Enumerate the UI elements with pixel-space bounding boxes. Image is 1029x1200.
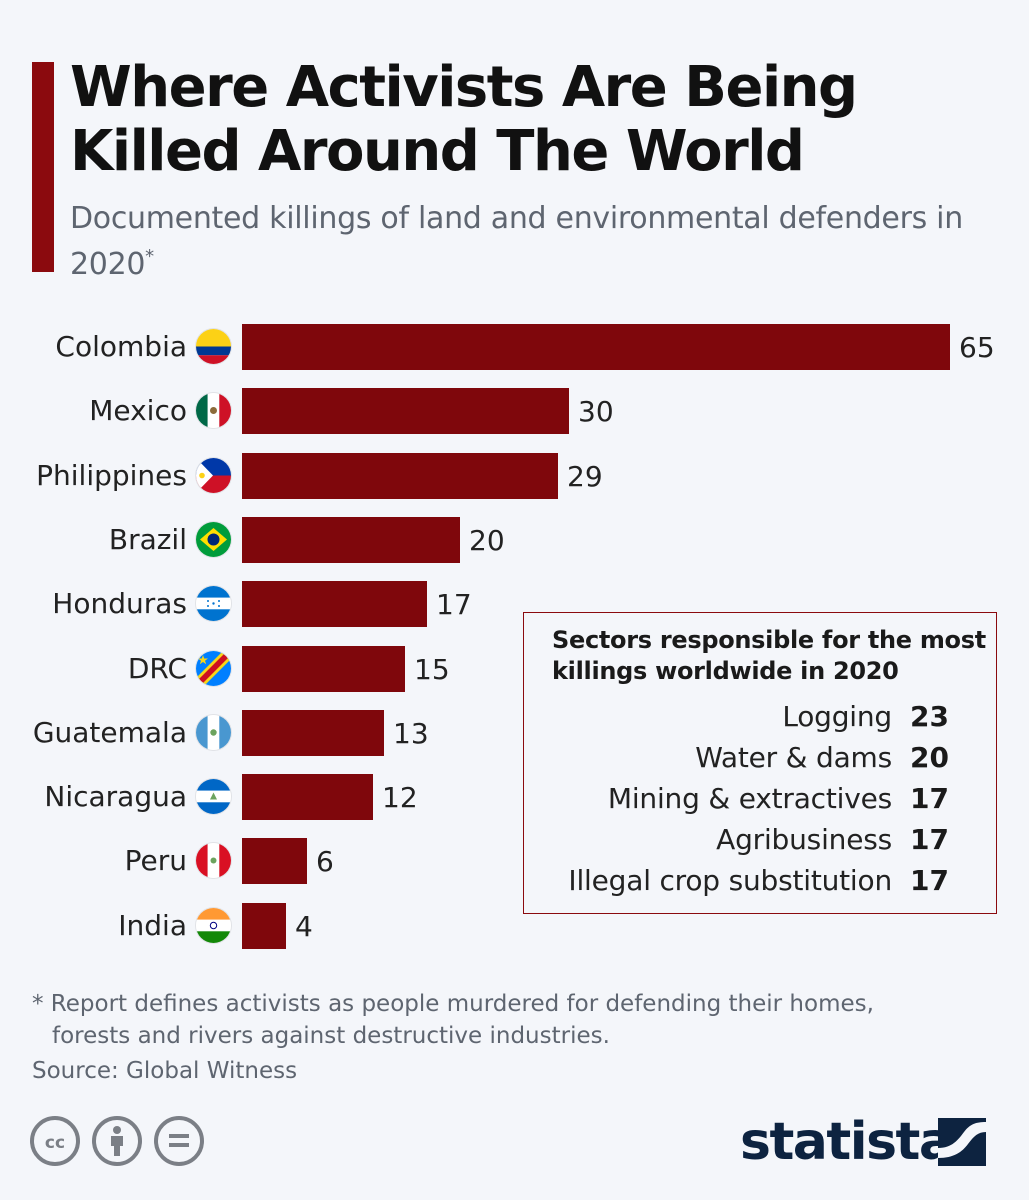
statista-mark-icon	[938, 1118, 986, 1166]
category-label: Colombia	[55, 330, 187, 363]
bar[interactable]	[242, 645, 405, 692]
sector-name: Mining & extractives	[607, 782, 892, 815]
india-flag-icon	[196, 907, 231, 943]
bar[interactable]	[242, 774, 373, 821]
bar[interactable]	[242, 902, 286, 949]
source-note: Source: Global Witness	[32, 1058, 298, 1084]
category-label: Nicaragua	[44, 780, 187, 814]
honduras-flag-icon	[196, 586, 231, 622]
data-label: 29	[567, 459, 603, 493]
sector-name: Illegal crop substitution	[568, 864, 892, 897]
sector-row: Water & dams 20	[524, 738, 998, 778]
data-label: 20	[469, 523, 505, 557]
category-label: Peru	[124, 844, 187, 878]
data-label: 17	[436, 588, 472, 622]
sector-value: 23	[910, 700, 949, 733]
brazil-flag-icon	[196, 521, 231, 557]
guatemala-flag-icon	[196, 714, 231, 750]
sector-value: 17	[910, 864, 949, 897]
category-label: Mexico	[89, 394, 187, 428]
data-label: 12	[382, 781, 418, 815]
data-label: 30	[578, 395, 614, 429]
colombia-flag-icon	[196, 329, 231, 364]
bar[interactable]	[242, 324, 950, 370]
sector-row: Illegal crop substitution 17	[524, 861, 998, 901]
nicaragua-flag-icon	[196, 779, 231, 815]
philippines-flag-icon	[196, 457, 231, 493]
sector-value: 17	[910, 782, 949, 815]
bar[interactable]	[242, 452, 558, 499]
category-label: Guatemala	[32, 715, 187, 749]
by-icon[interactable]	[92, 1116, 142, 1166]
sector-row: Agribusiness 17	[524, 820, 998, 860]
brand-wordmark: statista	[740, 1112, 954, 1172]
sector-value: 17	[910, 823, 949, 856]
data-label: 6	[316, 845, 334, 879]
footnote-line-2: forests and rivers against destructive i…	[52, 1023, 610, 1049]
data-label: 15	[414, 652, 450, 686]
category-label: Philippines	[36, 458, 187, 492]
footnote: * Report defines activists as people mur…	[32, 988, 992, 1052]
cc-icon[interactable]: cc	[30, 1116, 80, 1166]
bar[interactable]	[242, 838, 307, 885]
category-label: Brazil	[108, 522, 187, 556]
sector-name: Water & dams	[695, 741, 892, 774]
sector-row: Mining & extractives 17	[524, 779, 998, 819]
data-label: 13	[393, 716, 429, 750]
sectors-title: Sectors responsible for the most killing…	[552, 626, 986, 685]
mexico-flag-icon	[196, 393, 231, 429]
data-label: 65	[959, 331, 995, 364]
page-title: Where Activists Are Being Killed Around …	[70, 55, 858, 184]
sector-value: 20	[910, 741, 949, 774]
bar[interactable]	[242, 388, 569, 435]
sectors-panel: Sectors responsible for the most killing…	[523, 612, 997, 914]
page-subtitle: Documented killings of land and environm…	[70, 200, 1010, 284]
sector-name: Logging	[782, 700, 892, 733]
svg-text:cc: cc	[45, 1133, 65, 1153]
subtitle-footnote-mark: *	[145, 246, 154, 267]
sector-row: Logging 23	[524, 697, 998, 737]
data-label: 4	[295, 909, 313, 943]
category-label: India	[118, 908, 187, 942]
bar[interactable]	[242, 516, 460, 563]
bar[interactable]	[242, 581, 427, 628]
subtitle-text: Documented killings of land and environm…	[70, 201, 963, 282]
category-label: Honduras	[52, 587, 187, 621]
peru-flag-icon	[196, 843, 231, 879]
title-accent-bar	[32, 62, 54, 272]
footnote-line-1: * Report defines activists as people mur…	[32, 991, 874, 1017]
bar[interactable]	[242, 709, 384, 756]
drc-flag-icon	[196, 650, 231, 686]
category-label: DRC	[127, 651, 187, 685]
nd-icon[interactable]	[154, 1116, 204, 1166]
sector-name: Agribusiness	[716, 823, 892, 856]
statista-logo[interactable]: statista	[740, 1112, 1000, 1172]
